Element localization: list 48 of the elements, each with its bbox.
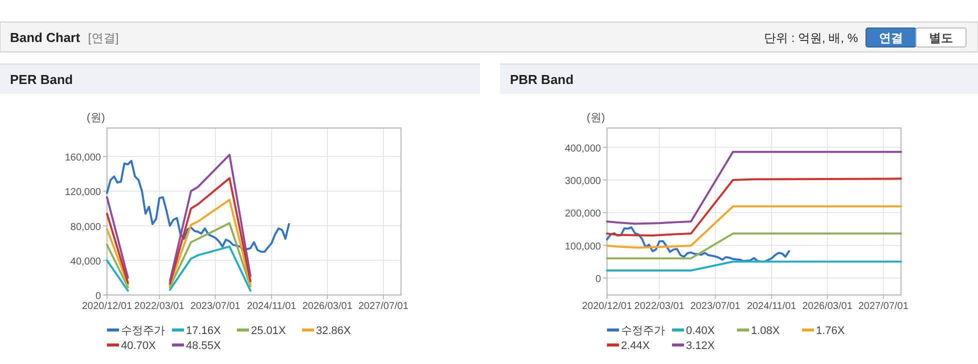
x-tick-label: 2027/07/01: [358, 301, 409, 312]
y-tick-label: 160,000: [64, 152, 102, 164]
x-tick-label: 2022/03/01: [634, 301, 685, 312]
y-tick-label: 400,000: [564, 143, 602, 154]
legend-label: 25.01X: [251, 325, 287, 337]
x-tick-label: 2024/11/01: [746, 301, 797, 312]
legend-label: 1.08X: [751, 325, 780, 337]
y-axis-title: (원): [586, 112, 605, 124]
y-tick-label: 40,000: [70, 256, 102, 268]
chart-title: PER Band: [10, 72, 73, 87]
x-tick-label: 2027/07/01: [858, 301, 909, 312]
legend-label: 40.70X: [121, 340, 157, 352]
legend-label: 1.76X: [816, 325, 846, 337]
x-tick-label: 2023/07/01: [190, 301, 241, 312]
y-tick-label: 300,000: [564, 176, 602, 187]
line-series: [606, 178, 902, 237]
y-tick-label: 200,000: [564, 208, 602, 220]
x-tick-label: 2024/11/01: [246, 301, 297, 312]
y-tick-label: 80,000: [70, 222, 102, 233]
chart-title: PBR Band: [510, 72, 574, 87]
x-tick-label: 2026/03/01: [302, 301, 353, 312]
legend-label: 3.12X: [686, 340, 716, 352]
legend-label: 32.86X: [316, 325, 352, 337]
legend-label: 48.55X: [186, 340, 222, 352]
legend-label: 0.40X: [686, 325, 716, 337]
y-axis-title: (원): [86, 112, 105, 124]
x-tick-label: 2026/03/01: [802, 301, 853, 312]
x-tick-label: 2023/07/01: [690, 301, 741, 312]
text: [연결]: [88, 31, 119, 45]
x-tick-label: 2020/12/01: [582, 301, 632, 312]
toggle-active: 연결: [866, 28, 916, 48]
text: 단위 : 억원, 배, %: [764, 31, 858, 45]
line-series: [106, 160, 290, 253]
y-tick-label: 120,000: [64, 187, 102, 198]
y-tick-label: 0: [595, 274, 602, 286]
toggle: 별도: [916, 28, 966, 48]
line-series: [606, 226, 790, 263]
line-series: [606, 205, 902, 249]
y-tick-label: 100,000: [564, 241, 602, 252]
text: Band Chart: [10, 30, 81, 45]
x-tick-label: 2020/12/01: [82, 301, 132, 312]
x-tick-label: 2022/03/01: [134, 301, 185, 312]
legend-label: 수정주가: [121, 325, 165, 337]
y-tick-label: 0: [95, 291, 102, 302]
line-series: [606, 150, 902, 225]
legend-label: 17.16X: [186, 325, 222, 337]
legend-label: 수정주가: [621, 325, 665, 337]
legend-label: 2.44X: [621, 340, 650, 352]
